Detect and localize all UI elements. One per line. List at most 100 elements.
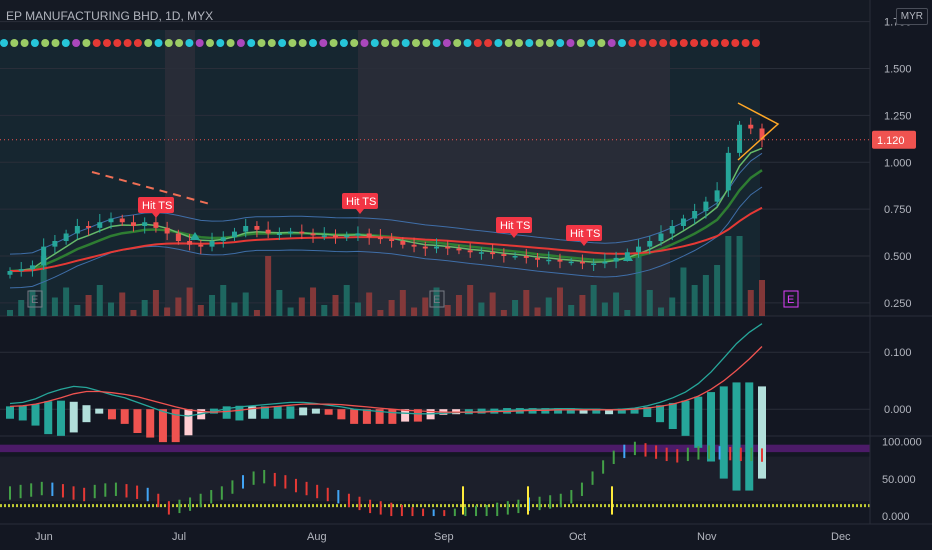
candle-body xyxy=(344,235,350,238)
pennant-pattern xyxy=(737,102,780,161)
signal-dot xyxy=(515,39,523,47)
histogram-bar xyxy=(69,401,78,433)
candle-body xyxy=(175,233,181,241)
signal-dot xyxy=(710,39,719,47)
x-tick-label: Aug xyxy=(307,531,327,543)
volume-bar xyxy=(242,292,249,316)
histogram-bar xyxy=(694,396,703,448)
hit-ts-pointer xyxy=(356,209,364,214)
signal-dot xyxy=(226,39,235,47)
signal-dot xyxy=(412,39,420,47)
candle-body xyxy=(231,231,237,238)
candle-body xyxy=(7,271,13,275)
candle-body xyxy=(310,233,316,236)
signal-dot xyxy=(278,39,287,47)
y-tick-label: 100.000 xyxy=(882,437,922,449)
candle-body xyxy=(523,256,529,258)
histogram-bar xyxy=(18,405,27,421)
ma-slow-line xyxy=(9,206,763,272)
volume-bar xyxy=(422,297,429,316)
hit-ts-pointer xyxy=(152,213,160,218)
volume-bar xyxy=(613,292,620,316)
candle-body xyxy=(254,226,260,230)
candle-body xyxy=(647,241,653,247)
signal-dot xyxy=(360,39,369,47)
volume-bar xyxy=(74,305,81,316)
signal-dot xyxy=(41,39,50,47)
signal-dot xyxy=(679,39,688,47)
gray-shade-2 xyxy=(358,30,670,316)
signal-dot xyxy=(113,39,122,47)
x-tick-label: Dec xyxy=(831,531,851,543)
candle-body xyxy=(680,218,686,226)
currency-badge[interactable]: MYR xyxy=(895,8,928,25)
signal-dot xyxy=(741,39,750,47)
earnings-marker-label: E xyxy=(787,294,794,306)
signal-dot xyxy=(504,39,513,47)
candle-body xyxy=(579,261,585,264)
volume-bar xyxy=(164,307,171,316)
candle-body xyxy=(546,259,552,262)
candle-body xyxy=(636,246,642,253)
histogram-bar xyxy=(248,406,257,419)
y-tick-label: 1.500 xyxy=(884,64,912,76)
volume-bar xyxy=(725,236,732,316)
volume-bar xyxy=(40,256,47,316)
y-tick-label: 1.250 xyxy=(884,110,912,122)
candle-body xyxy=(389,239,395,241)
volume-bar xyxy=(231,302,238,316)
candle-body xyxy=(411,244,417,247)
candle-body xyxy=(220,237,226,241)
candle-body xyxy=(725,152,731,191)
volume-bar xyxy=(411,307,418,316)
volume-bar xyxy=(624,310,631,316)
signal-dot xyxy=(576,39,585,47)
volume-bar xyxy=(321,305,328,316)
y-tick-label: 0.500 xyxy=(884,251,912,263)
volume-bar xyxy=(534,307,541,316)
volume-bar xyxy=(388,300,395,316)
volume-bar xyxy=(646,290,653,316)
signal-dot xyxy=(381,39,390,47)
y-tick-label: 1.000 xyxy=(884,157,912,169)
histogram-bar xyxy=(732,382,741,491)
candle-body xyxy=(669,226,675,234)
volume-bar xyxy=(657,307,664,316)
signal-dot xyxy=(453,39,462,47)
histogram-bar xyxy=(273,406,282,419)
candle-body xyxy=(456,248,462,251)
volume-bar xyxy=(152,290,159,316)
candle-body xyxy=(97,222,103,228)
candle-body xyxy=(400,241,406,245)
candle-body xyxy=(591,263,597,265)
signal-dot xyxy=(339,39,348,47)
signal-dot xyxy=(82,39,91,47)
last-price-label-bg xyxy=(872,130,916,149)
volume-bar xyxy=(108,302,115,316)
signal-dot xyxy=(10,39,19,47)
volume-bar xyxy=(568,305,575,316)
volume-bar xyxy=(366,292,373,316)
volume-bar xyxy=(579,295,586,316)
candle-body xyxy=(299,231,305,234)
volume-bar xyxy=(310,287,317,316)
candle-body xyxy=(153,222,159,228)
histogram-bar xyxy=(579,408,588,414)
volume-bar xyxy=(354,302,361,316)
volume-bar xyxy=(175,297,182,316)
signal-dot xyxy=(422,39,431,47)
histogram-bar xyxy=(31,404,40,426)
volume-bar xyxy=(220,285,227,316)
candle-body xyxy=(265,229,271,234)
signal-dot xyxy=(206,39,214,47)
volume-bar xyxy=(635,256,642,316)
volume-bar xyxy=(63,287,70,316)
candle-body xyxy=(198,244,204,247)
signal-dot xyxy=(525,39,534,47)
volume-bar xyxy=(332,295,339,316)
volume-bar xyxy=(736,236,743,316)
signal-dot xyxy=(103,39,111,47)
volume-bar xyxy=(96,285,103,316)
signal-dot xyxy=(72,39,81,47)
